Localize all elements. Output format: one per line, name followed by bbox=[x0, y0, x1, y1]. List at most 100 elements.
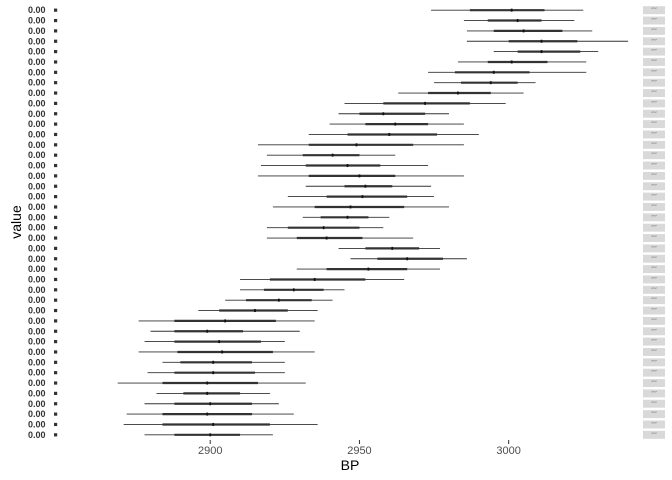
y-tick-label: 0.00 bbox=[28, 109, 46, 119]
facet-strip: ’’’ bbox=[643, 379, 665, 387]
y-tick-mark bbox=[54, 153, 58, 157]
facet-strip: ’’’ bbox=[643, 358, 665, 366]
y-tick-mark bbox=[54, 267, 58, 271]
strip-background bbox=[643, 213, 665, 222]
facet-strip: ’’’ bbox=[643, 78, 665, 87]
facet-strip: ’’’ bbox=[643, 26, 665, 35]
facet-strip: ’’’ bbox=[643, 120, 665, 128]
y-tick-mark bbox=[54, 340, 58, 344]
y-tick-label: 0.00 bbox=[28, 430, 46, 440]
strip-background bbox=[643, 379, 665, 388]
y-tick-label: 0.00 bbox=[28, 378, 46, 388]
y-tick-label: 0.00 bbox=[28, 47, 46, 57]
facet-strip: ’’’ bbox=[643, 234, 665, 242]
strip-label: ’’’ bbox=[651, 432, 657, 439]
strip-background bbox=[643, 120, 665, 129]
facet-strip: ’’’ bbox=[643, 192, 665, 201]
y-tick-label: 0.00 bbox=[28, 306, 46, 316]
strip-label: ’’’ bbox=[651, 349, 657, 356]
y-tick-mark bbox=[54, 163, 58, 168]
facet-strip: ’’’ bbox=[643, 89, 665, 97]
y-tick-label: 0.00 bbox=[28, 5, 46, 15]
strip-background bbox=[643, 192, 665, 201]
y-tick-label: 0.00 bbox=[28, 295, 46, 305]
strip-background bbox=[643, 234, 665, 243]
interval-layer bbox=[117, 8, 629, 437]
facet-strip: ’’’ bbox=[643, 275, 665, 283]
strip-label: ’’’ bbox=[651, 152, 657, 159]
y-tick-mark bbox=[54, 60, 58, 64]
y-tick-mark bbox=[54, 360, 58, 364]
strip-label: ’’’ bbox=[651, 390, 657, 397]
y-tick-mark bbox=[54, 422, 58, 427]
strip-background bbox=[643, 410, 665, 419]
y-tick-label: 0.00 bbox=[28, 212, 46, 222]
strip-label: ’’’ bbox=[651, 163, 657, 170]
strip-label: ’’’ bbox=[651, 421, 657, 428]
strip-label: ’’’ bbox=[651, 297, 657, 304]
x-axis-title: BP bbox=[341, 457, 360, 473]
facet-strip: ’’’ bbox=[643, 296, 665, 304]
facet-strip: ’’’ bbox=[643, 47, 665, 56]
strip-background bbox=[643, 37, 665, 46]
y-tick-mark bbox=[54, 205, 58, 209]
facet-strip: ’’’ bbox=[643, 182, 665, 190]
y-tick-label: 0.00 bbox=[28, 150, 46, 160]
strip-label: ’’’ bbox=[651, 90, 657, 97]
y-tick-label: 0.00 bbox=[28, 202, 46, 212]
y-tick-mark bbox=[54, 184, 58, 188]
facet-strip: ’’’ bbox=[643, 202, 665, 211]
strip-label: ’’’ bbox=[651, 183, 657, 190]
strip-background bbox=[643, 275, 665, 284]
facet-strip: ’’’ bbox=[643, 171, 665, 180]
facet-strip: ’’’ bbox=[643, 316, 665, 325]
y-tick-label: 0.00 bbox=[28, 368, 46, 378]
y-tick-mark bbox=[54, 257, 58, 261]
strip-label: ’’’ bbox=[651, 38, 657, 45]
y-tick-mark bbox=[54, 308, 58, 313]
strip-label: ’’’ bbox=[651, 225, 657, 232]
strip-label: ’’’ bbox=[651, 49, 657, 56]
y-tick-mark bbox=[54, 371, 58, 375]
strip-label: ’’’ bbox=[651, 194, 657, 201]
facet-strip: ’’’ bbox=[643, 213, 665, 221]
strip-background bbox=[643, 285, 665, 294]
strip-label: ’’’ bbox=[651, 401, 657, 408]
strip-background bbox=[643, 78, 665, 87]
facet-strip: ’’’ bbox=[643, 99, 665, 107]
y-tick-label: 0.00 bbox=[28, 409, 46, 419]
y-tick-mark bbox=[54, 402, 58, 406]
x-axis: 2900 2950 3000 bbox=[198, 440, 521, 457]
y-tick-label: 0.00 bbox=[28, 399, 46, 409]
strip-label: ’’’ bbox=[651, 339, 657, 346]
facet-strip: ’’’ bbox=[643, 223, 665, 232]
strip-background bbox=[643, 130, 665, 139]
y-tick-mark bbox=[54, 70, 58, 74]
strip-background bbox=[643, 389, 665, 398]
y-tick-label: 0.00 bbox=[28, 67, 46, 77]
facet-strip: ’’’ bbox=[643, 430, 665, 439]
strip-label: ’’’ bbox=[651, 287, 657, 294]
strip-label: ’’’ bbox=[651, 111, 657, 118]
x-tick-label: 2900 bbox=[198, 445, 222, 457]
y-tick-mark bbox=[54, 391, 58, 395]
y-tick-label: 0.00 bbox=[28, 233, 46, 243]
strip-label: ’’’ bbox=[651, 380, 657, 387]
y-tick-label: 0.00 bbox=[28, 254, 46, 264]
facet-strip: ’’’ bbox=[643, 337, 665, 346]
strip-background bbox=[643, 368, 665, 377]
strip-label: ’’’ bbox=[651, 121, 657, 128]
facet-strip: ’’’ bbox=[643, 410, 665, 418]
strip-background bbox=[643, 109, 665, 118]
strip-label: ’’’ bbox=[651, 308, 657, 315]
y-tick-label: 0.00 bbox=[28, 78, 46, 88]
y-tick-mark bbox=[54, 288, 58, 292]
y-tick-label: 0.00 bbox=[28, 57, 46, 67]
strip-background bbox=[643, 68, 665, 77]
y-tick-label: 0.00 bbox=[28, 357, 46, 367]
x-tick-label: 3000 bbox=[496, 445, 520, 457]
facet-strip: ’’’ bbox=[643, 389, 665, 397]
strip-background bbox=[643, 316, 665, 325]
strip-background bbox=[643, 6, 665, 15]
